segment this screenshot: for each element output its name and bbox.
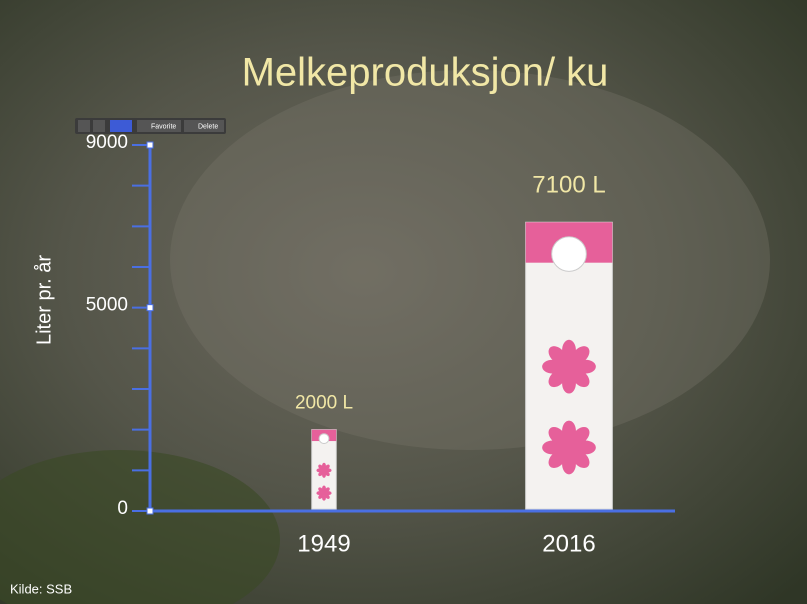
y-axis-label: Liter pr. år <box>33 255 55 345</box>
source: Kilde: SSB <box>10 581 72 596</box>
page: {"toolbar": ["Favorite", "Delete"], "cha… <box>0 0 807 604</box>
value-label: 2000 L <box>295 393 353 414</box>
chart-title: Melkeproduksjon/ ku <box>242 51 609 95</box>
x-tick-label: 2016 <box>542 530 595 557</box>
y-tick-label: 5000 <box>86 295 128 316</box>
background-blur <box>170 70 770 450</box>
y-tick-label: 0 <box>117 498 128 519</box>
carton-cap <box>319 434 329 444</box>
x-tick-label: 1949 <box>297 530 350 557</box>
value-label: 7100 L <box>532 172 605 199</box>
tick-handle <box>147 305 153 311</box>
carton-cap <box>552 237 587 272</box>
milk-carton <box>312 430 336 509</box>
flower-center <box>560 439 577 456</box>
slide: Melkeproduksjon/ ku Liter pr. år Kilde: … <box>0 0 807 604</box>
edit-button[interactable] <box>78 120 90 132</box>
milk-carton <box>526 222 613 509</box>
flower-center <box>560 358 577 375</box>
edit-button[interactable] <box>93 120 105 132</box>
favorite-label: Favorite <box>151 123 176 130</box>
tick-handle <box>147 508 153 514</box>
tick-handle <box>147 142 153 148</box>
flower-center <box>322 468 327 473</box>
color-button[interactable] <box>110 120 132 132</box>
flower-center <box>322 491 327 496</box>
y-tick-label: 9000 <box>86 132 128 153</box>
delete-label: Delete <box>198 123 218 130</box>
